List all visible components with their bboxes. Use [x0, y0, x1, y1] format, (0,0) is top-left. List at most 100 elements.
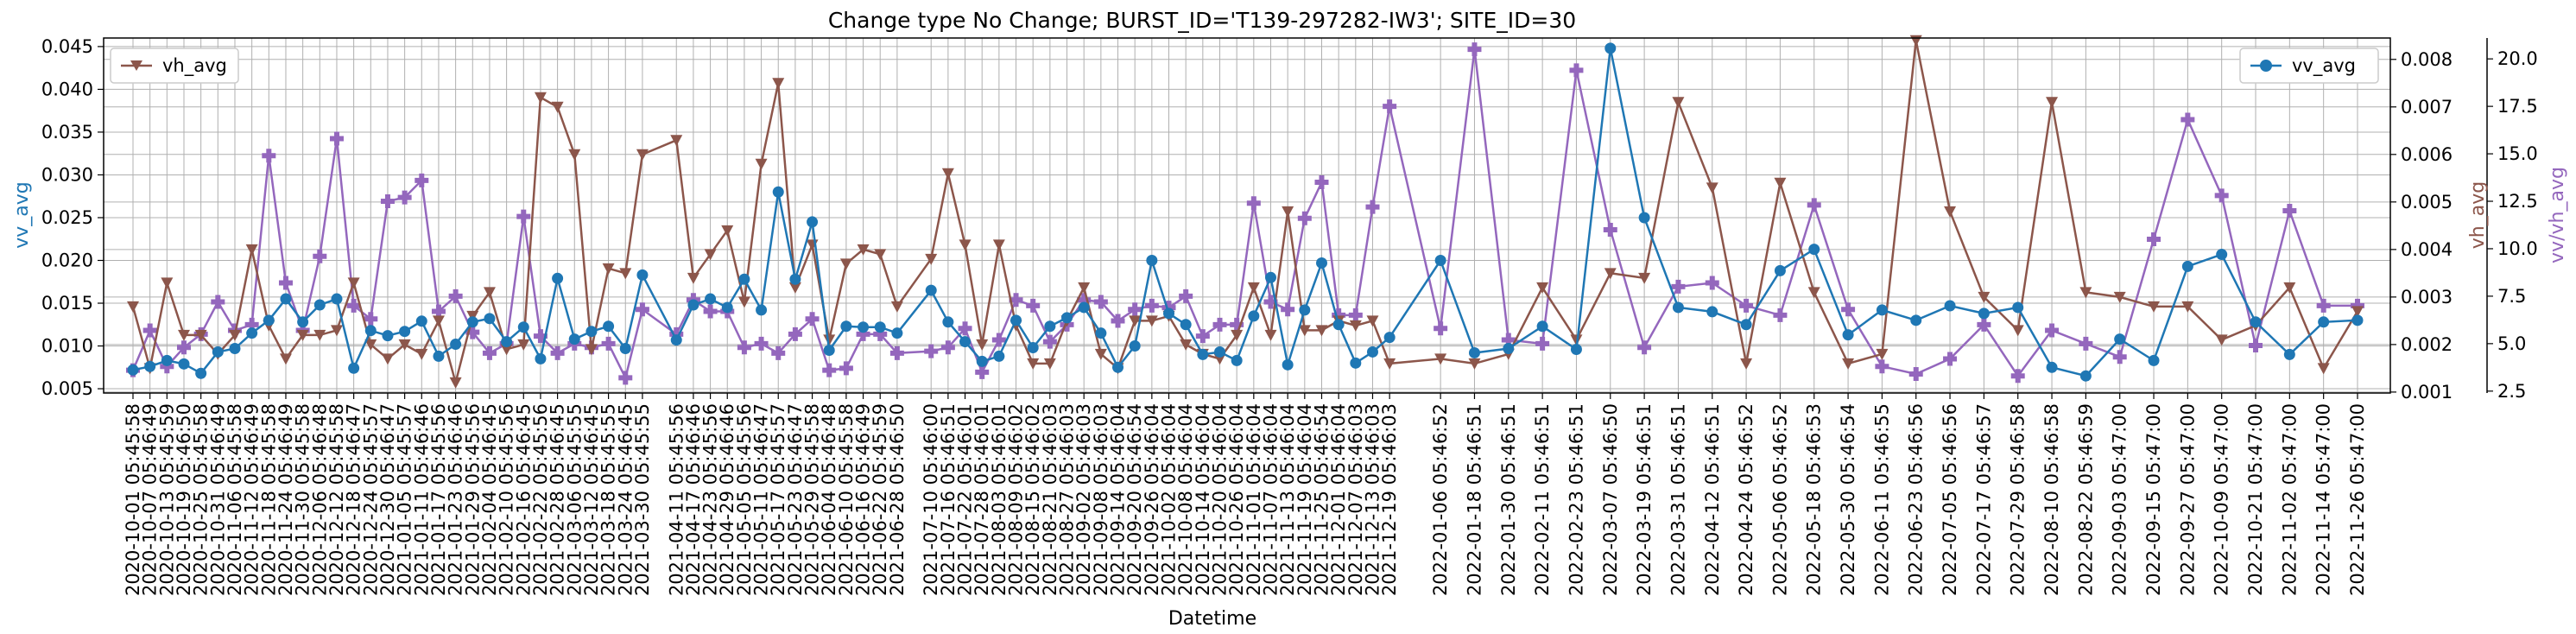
data-point: [1282, 206, 1294, 218]
data-point: [1264, 329, 1277, 341]
data-point: [1281, 302, 1295, 317]
x-tick-label: 2021-11-19 05:46:04: [1294, 403, 1315, 596]
data-point: [211, 295, 225, 309]
data-point: [466, 316, 478, 328]
data-point: [771, 346, 786, 360]
x-tick-label: 2021-06-04 05:46:48: [819, 403, 839, 596]
data-point: [2317, 363, 2330, 375]
right2-tick-label: 10.0: [2497, 238, 2538, 259]
x-tick-label: 2022-01-18 05:46:51: [1464, 403, 1484, 596]
left-tick-label: 0.005: [41, 378, 93, 399]
data-point: [1297, 211, 1312, 225]
data-point: [601, 336, 616, 351]
data-point: [636, 149, 649, 161]
data-point: [840, 320, 852, 333]
data-point: [1739, 298, 1754, 313]
data-point: [329, 131, 344, 146]
left-tick-label: 0.015: [41, 293, 93, 314]
data-point: [2112, 350, 2127, 365]
right-tick-label: 0.002: [2401, 334, 2453, 355]
x-tick-label: 2022-09-27 05:47:00: [2177, 403, 2198, 596]
series-vv-vh-avg: [126, 42, 2364, 385]
x-tick-label: 2021-08-03 05:46:01: [989, 403, 1010, 596]
data-point: [1977, 317, 1991, 332]
data-point: [737, 340, 751, 355]
right-axis-label: vh_avg: [2467, 181, 2489, 249]
data-point: [245, 244, 258, 256]
data-point: [636, 269, 649, 281]
x-tick-label: 2022-07-29 05:46:58: [2008, 403, 2029, 596]
data-point: [635, 302, 649, 317]
data-point: [1876, 348, 1889, 360]
data-point: [2079, 336, 2093, 351]
data-point: [772, 186, 784, 198]
data-point: [1214, 346, 1226, 358]
data-point: [788, 282, 801, 294]
x-tick-label: 2021-01-23 05:46:46: [446, 403, 466, 596]
data-point: [2045, 323, 2060, 338]
data-point: [1434, 321, 1448, 336]
data-point: [176, 340, 191, 355]
data-point: [465, 325, 480, 339]
data-point: [2250, 316, 2262, 328]
data-point: [925, 253, 938, 265]
x-tick-label: 2020-10-01 05:45:58: [123, 403, 143, 596]
data-point: [2147, 231, 2161, 246]
data-point: [1807, 198, 1821, 212]
x-tick-label: 2021-12-19 05:46:03: [1379, 403, 1400, 596]
x-tick-label: 2021-05-05 05:45:56: [734, 403, 755, 596]
data-point: [551, 101, 564, 113]
data-point: [1943, 352, 1958, 366]
data-point: [1366, 346, 1378, 358]
x-tick-label: 2021-01-17 05:45:56: [428, 403, 449, 596]
data-point: [687, 299, 699, 311]
data-point: [890, 301, 903, 313]
data-point: [823, 334, 836, 346]
data-point: [874, 321, 886, 333]
series-vv-avg: [127, 42, 2364, 382]
x-tick-label: 2021-03-12 05:46:45: [581, 403, 602, 596]
data-point: [347, 277, 360, 289]
x-tick-label: 2022-04-12 05:46:51: [1702, 403, 1723, 596]
data-point: [484, 313, 496, 325]
x-tick-label: 2022-08-10 05:46:58: [2041, 403, 2062, 596]
x-tick-label: 2021-07-28 05:46:01: [972, 403, 992, 596]
x-tick-label: 2021-08-09 05:46:02: [1006, 403, 1027, 596]
data-point: [1842, 329, 1854, 341]
x-tick-label: 2021-09-26 05:46:04: [1142, 403, 1162, 596]
x-tick-label: 2021-06-22 05:45:59: [870, 403, 890, 596]
data-point: [1706, 306, 1718, 318]
data-point: [1332, 307, 1346, 322]
data-point: [856, 327, 870, 341]
data-point: [2351, 314, 2364, 327]
data-point: [1246, 196, 1261, 211]
data-point: [940, 340, 955, 355]
x-tick-label: 2021-12-13 05:46:03: [1362, 403, 1383, 596]
data-point: [1740, 358, 1753, 370]
legend-vv: vv_avg: [2239, 48, 2379, 84]
x-tick-label: 2021-02-28 05:46:45: [547, 403, 568, 596]
data-point: [959, 239, 972, 251]
data-point: [1604, 268, 1617, 280]
data-point: [2079, 287, 2092, 299]
left-tick-label: 0.010: [41, 336, 93, 357]
data-point: [1112, 361, 1124, 373]
x-tick-label: 2022-07-05 05:46:56: [1940, 403, 1960, 596]
data-point: [194, 329, 207, 341]
data-point: [1078, 282, 1091, 294]
x-tick-label: 2021-05-17 05:45:57: [768, 403, 788, 596]
x-tick-label: 2020-10-31 05:46:49: [207, 403, 228, 596]
data-point: [331, 293, 343, 305]
data-point: [873, 327, 888, 341]
data-point: [1078, 301, 1090, 314]
data-point: [433, 350, 445, 362]
data-point: [1093, 295, 1108, 309]
data-point: [346, 298, 361, 313]
data-point: [1145, 315, 1158, 327]
data-point: [1027, 358, 1040, 370]
data-point: [449, 377, 462, 389]
data-point: [993, 350, 1005, 362]
data-point: [1077, 293, 1092, 307]
x-tick-label: 2021-10-02 05:46:04: [1159, 403, 1180, 596]
